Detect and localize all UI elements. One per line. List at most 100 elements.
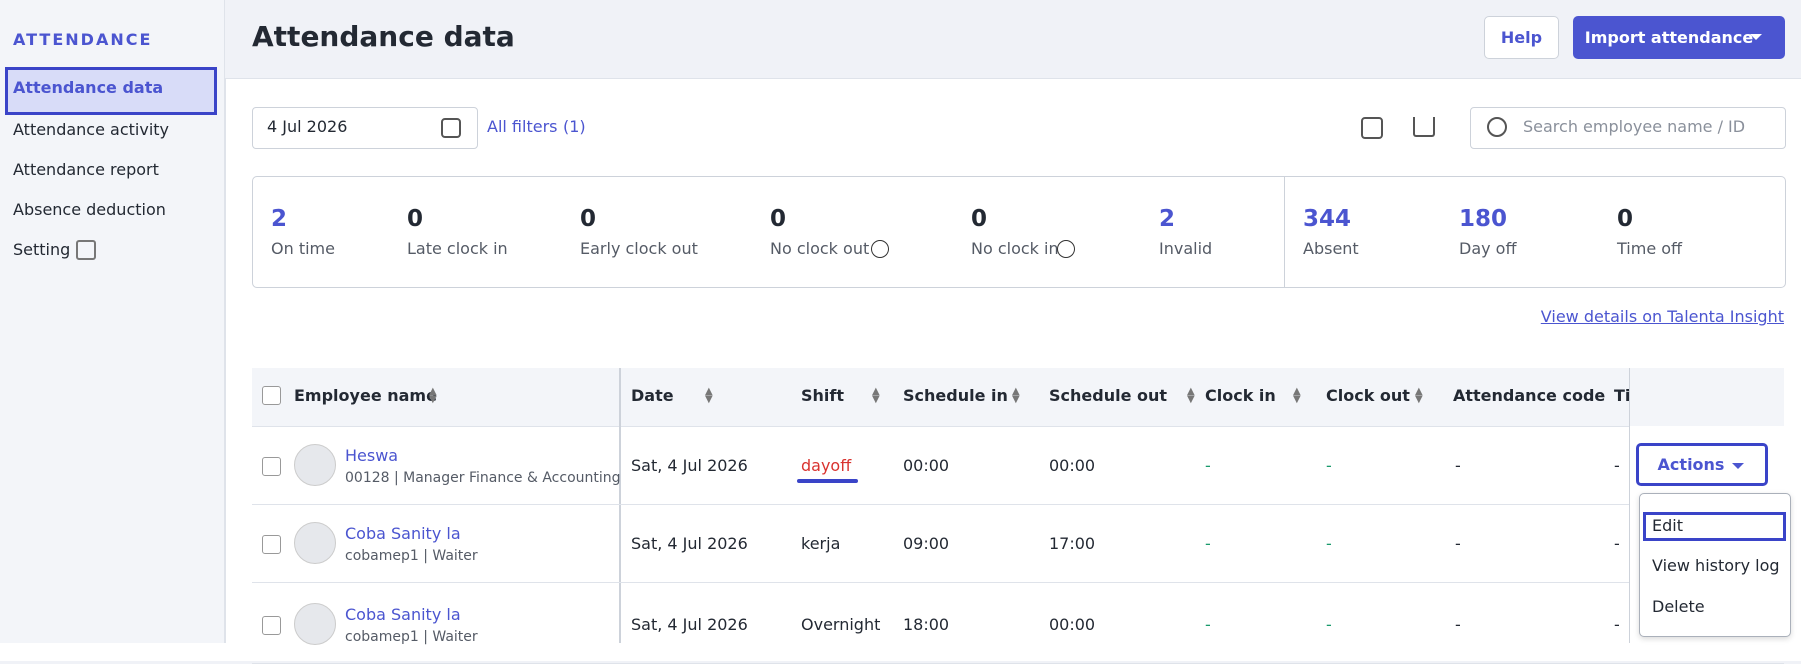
info-icon [1057,240,1075,258]
table-header [252,368,1784,427]
stat-label: Day off [1459,239,1517,258]
cell-shift: Overnight [801,615,881,634]
column-header[interactable]: Clock out [1326,386,1410,405]
export-icon[interactable] [1413,117,1435,137]
stat-label: Time off [1617,239,1683,258]
cell-schedule-in: 09:00 [903,534,950,553]
sidebar-item[interactable]: Absence deduction [13,200,166,219]
sort-icon: ▲ ▼ [1187,386,1195,405]
column-header[interactable]: Clock in [1205,386,1276,405]
footer-strip [0,643,1801,661]
employee-sub: 00128 | Manager Finance & Accounting [345,470,621,486]
active-highlight [5,67,217,115]
row-border [252,582,1784,583]
cell-clock-out: - [1326,456,1332,475]
stat-value: 0 [580,206,597,232]
column-header[interactable]: Employee name [294,386,437,405]
settings-icon[interactable] [1361,117,1383,139]
caret [1750,34,1762,46]
avatar [294,444,336,486]
row-checkbox[interactable] [262,535,281,554]
sort-icon: ▲ ▼ [705,386,713,405]
cell-schedule-in: 18:00 [903,615,950,634]
date-input[interactable] [252,107,478,149]
cell-clock-in: - [1205,534,1211,553]
sidebar-item[interactable]: Attendance data [13,78,164,97]
avatar [294,522,336,564]
employee-sub: cobamep1 | Waiter [345,629,478,645]
cell-shift: kerja [801,534,841,553]
stat-label: On time [271,239,335,258]
help-button[interactable]: Help [1484,16,1559,59]
cell-ti: - [1614,456,1620,475]
cell-code: - [1455,456,1461,475]
stat-label: Late clock in [407,239,508,258]
import-button[interactable]: Import attendance [1573,16,1785,59]
employee-name[interactable]: Coba Sanity la [345,605,461,624]
sidebar-item[interactable]: Setting [13,240,71,259]
cell-schedule-out: 17:00 [1049,534,1096,553]
stat-value: 2 [1159,206,1176,232]
row-checkbox[interactable] [262,457,281,476]
cell-clock-in: - [1205,615,1211,634]
menu-item[interactable]: Edit [1652,516,1683,535]
column-header[interactable]: Schedule out [1049,386,1168,405]
column-divider [619,368,621,643]
cell-clock-in: - [1205,456,1211,475]
insight-link[interactable]: View details on Talenta Insight [1540,307,1784,326]
stat-value: 0 [1617,206,1634,232]
stat-label: Invalid [1159,239,1213,258]
caret [1732,463,1744,475]
menu-item[interactable]: Delete [1652,597,1705,616]
sort-icon: ▲ ▼ [1012,386,1020,405]
row-checkbox[interactable] [262,616,281,635]
main-panel [225,78,1801,644]
sidebar-item[interactable]: Attendance activity [13,120,169,139]
cell-date: Sat, 4 Jul 2026 [631,615,748,634]
external-icon [76,240,96,260]
sidebar-item[interactable]: Attendance report [13,160,159,179]
stat-value: 180 [1459,206,1508,232]
sort-icon: ▲ ▼ [1293,386,1301,405]
cell-date: Sat, 4 Jul 2026 [631,534,748,553]
menu-item[interactable]: View history log [1652,556,1780,575]
search-box[interactable] [1470,107,1786,149]
column-header[interactable]: Date [631,386,674,405]
sidebar-section: ATTENDANCE [13,30,153,49]
sort-icon: ▲ ▼ [1415,386,1423,405]
calendar-icon [441,118,461,138]
actions-menu [1639,493,1791,637]
row-border [252,504,1784,505]
cell-code: - [1455,534,1461,553]
column-header[interactable]: Attendance code [1453,386,1606,405]
actions-button[interactable]: Actions [1636,443,1768,486]
stat-label: No clock out [770,239,870,258]
column-header[interactable]: Shift [801,386,845,405]
cell-schedule-out: 00:00 [1049,456,1096,475]
cell-schedule-out: 00:00 [1049,615,1096,634]
shift-underline [797,479,858,483]
column-header[interactable]: Ti [1614,386,1631,405]
filters-link[interactable]: All filters [487,117,558,136]
stat-label: No clock in [971,239,1059,258]
employee-name[interactable]: Heswa [345,446,399,465]
stat-value: 0 [770,206,787,232]
page-title: Attendance data [252,20,515,53]
column-header[interactable]: Schedule in [903,386,1008,405]
cell-clock-out: - [1326,534,1332,553]
stat-label: Absent [1303,239,1359,258]
cell-clock-out: - [1326,615,1332,634]
stats-divider [1284,177,1285,287]
cell-schedule-in: 00:00 [903,456,950,475]
filter-count: (1) [563,117,586,136]
sort-icon: ▲ ▼ [429,386,437,405]
header-checkbox[interactable] [262,386,281,405]
search-placeholder: Search employee name / ID [1523,117,1746,136]
stat-value: 0 [407,206,424,232]
stat-value: 0 [971,206,988,232]
cell-ti: - [1614,534,1620,553]
date-value: 4 Jul 2026 [267,117,348,136]
sort-icon: ▲ ▼ [872,386,880,405]
employee-name[interactable]: Coba Sanity la [345,524,461,543]
